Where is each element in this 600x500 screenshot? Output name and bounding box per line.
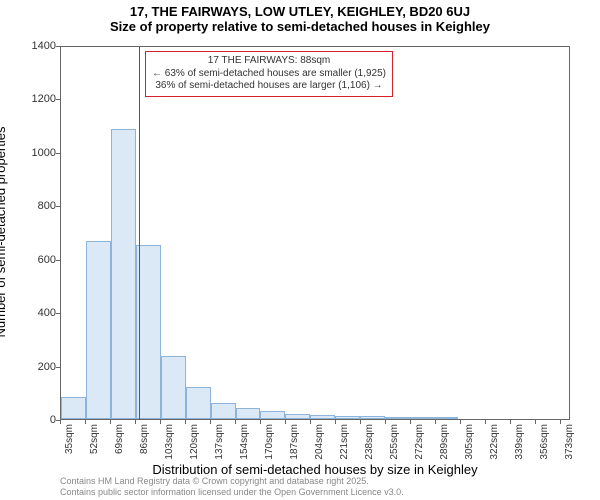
footer: Contains HM Land Registry data © Crown c… [60,476,404,498]
x-tick-label: 103sqm [164,424,175,460]
x-tick [160,420,161,424]
x-tick-label: 255sqm [389,424,400,460]
y-tick [56,99,60,100]
x-tick [385,420,386,424]
histogram-bar [410,417,435,419]
x-tick-label: 221sqm [339,424,350,460]
x-tick [360,420,361,424]
histogram-bar [360,416,385,419]
x-tick-label: 154sqm [239,424,250,460]
histogram-bar [186,387,211,419]
histogram-bar [86,241,111,419]
x-tick-label: 289sqm [439,424,450,460]
y-tick-label: 600 [6,254,56,266]
title-block: 17, THE FAIRWAYS, LOW UTLEY, KEIGHLEY, B… [0,4,600,34]
x-tick-label: 170sqm [264,424,275,460]
x-tick [460,420,461,424]
y-tick [56,206,60,207]
x-tick [110,420,111,424]
histogram-bar [236,408,260,419]
footer-line-1: Contains HM Land Registry data © Crown c… [60,476,404,487]
x-tick-label: 187sqm [289,424,300,460]
x-tick [135,420,136,424]
x-tick-label: 305sqm [464,424,475,460]
annotation-line: 36% of semi-detached houses are larger (… [152,80,386,93]
reference-line [139,47,140,419]
x-tick-label: 238sqm [364,424,375,460]
x-tick [210,420,211,424]
x-tick [235,420,236,424]
x-tick-label: 137sqm [214,424,225,460]
x-tick [410,420,411,424]
footer-line-2: Contains public sector information licen… [60,487,404,498]
x-tick [485,420,486,424]
x-axis-title: Distribution of semi-detached houses by … [60,462,570,477]
y-tick-label: 1000 [6,147,56,159]
title-line-2: Size of property relative to semi-detach… [0,19,600,34]
histogram-bar [435,417,459,419]
annotation-box: 17 THE FAIRWAYS: 88sqm← 63% of semi-deta… [145,51,393,97]
x-tick [260,420,261,424]
x-tick-label: 86sqm [139,424,150,454]
x-tick-label: 339sqm [514,424,525,460]
x-tick-label: 272sqm [414,424,425,460]
y-tick-label: 200 [6,361,56,373]
histogram-bar [161,356,186,419]
x-tick [335,420,336,424]
y-tick-label: 800 [6,200,56,212]
x-tick [85,420,86,424]
x-tick-label: 35sqm [64,424,75,454]
annotation-line: 17 THE FAIRWAYS: 88sqm [152,55,386,68]
histogram-bar [211,403,236,419]
y-tick [56,367,60,368]
x-tick-label: 120sqm [189,424,200,460]
histogram-bar [385,417,410,419]
plot-area: 17 THE FAIRWAYS: 88sqm← 63% of semi-deta… [60,46,570,420]
y-tick-label: 1200 [6,93,56,105]
x-tick-label: 356sqm [539,424,550,460]
x-tick-label: 373sqm [564,424,575,460]
x-tick [285,420,286,424]
histogram-bar [111,129,136,419]
x-tick [310,420,311,424]
y-tick [56,153,60,154]
y-tick [56,313,60,314]
x-tick [435,420,436,424]
y-tick-label: 1400 [6,40,56,52]
histogram-bar [285,414,310,419]
x-tick [560,420,561,424]
histogram-bar [260,411,285,419]
annotation-line: ← 63% of semi-detached houses are smalle… [152,68,386,81]
y-tick [56,260,60,261]
y-tick [56,46,60,47]
x-tick-label: 69sqm [114,424,125,454]
x-tick-label: 322sqm [489,424,500,460]
histogram-bar [61,397,86,419]
x-tick [185,420,186,424]
title-line-1: 17, THE FAIRWAYS, LOW UTLEY, KEIGHLEY, B… [0,4,600,19]
x-tick-label: 204sqm [314,424,325,460]
y-tick-label: 400 [6,307,56,319]
x-tick [535,420,536,424]
y-tick-label: 0 [6,414,56,426]
x-tick [60,420,61,424]
x-tick [510,420,511,424]
histogram-bar [310,415,335,419]
histogram-bar [335,416,360,419]
x-tick-label: 52sqm [89,424,100,454]
